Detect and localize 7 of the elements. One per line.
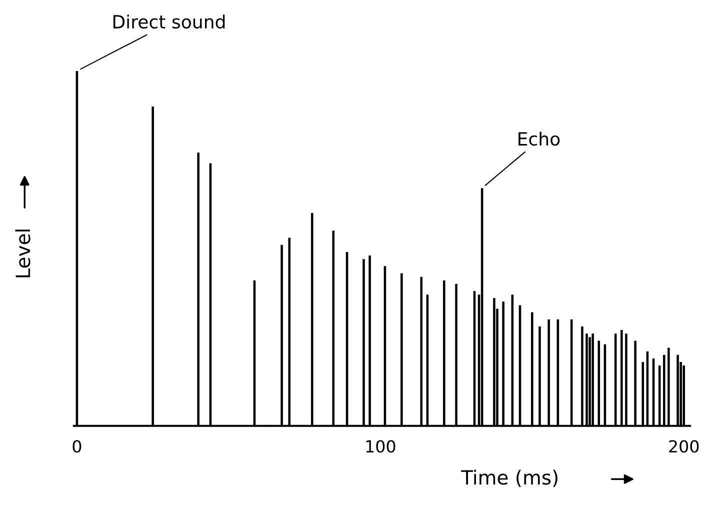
x-tick-label: 0: [72, 440, 82, 453]
x-tick-label: 200: [669, 440, 699, 453]
x-axis-title: Time (ms): [461, 470, 558, 488]
x-tick-label: 100: [366, 440, 396, 453]
annotation: Echo: [518, 132, 560, 146]
annotation: Direct sound: [113, 14, 225, 29]
y-axis-title: Level: [15, 230, 30, 278]
